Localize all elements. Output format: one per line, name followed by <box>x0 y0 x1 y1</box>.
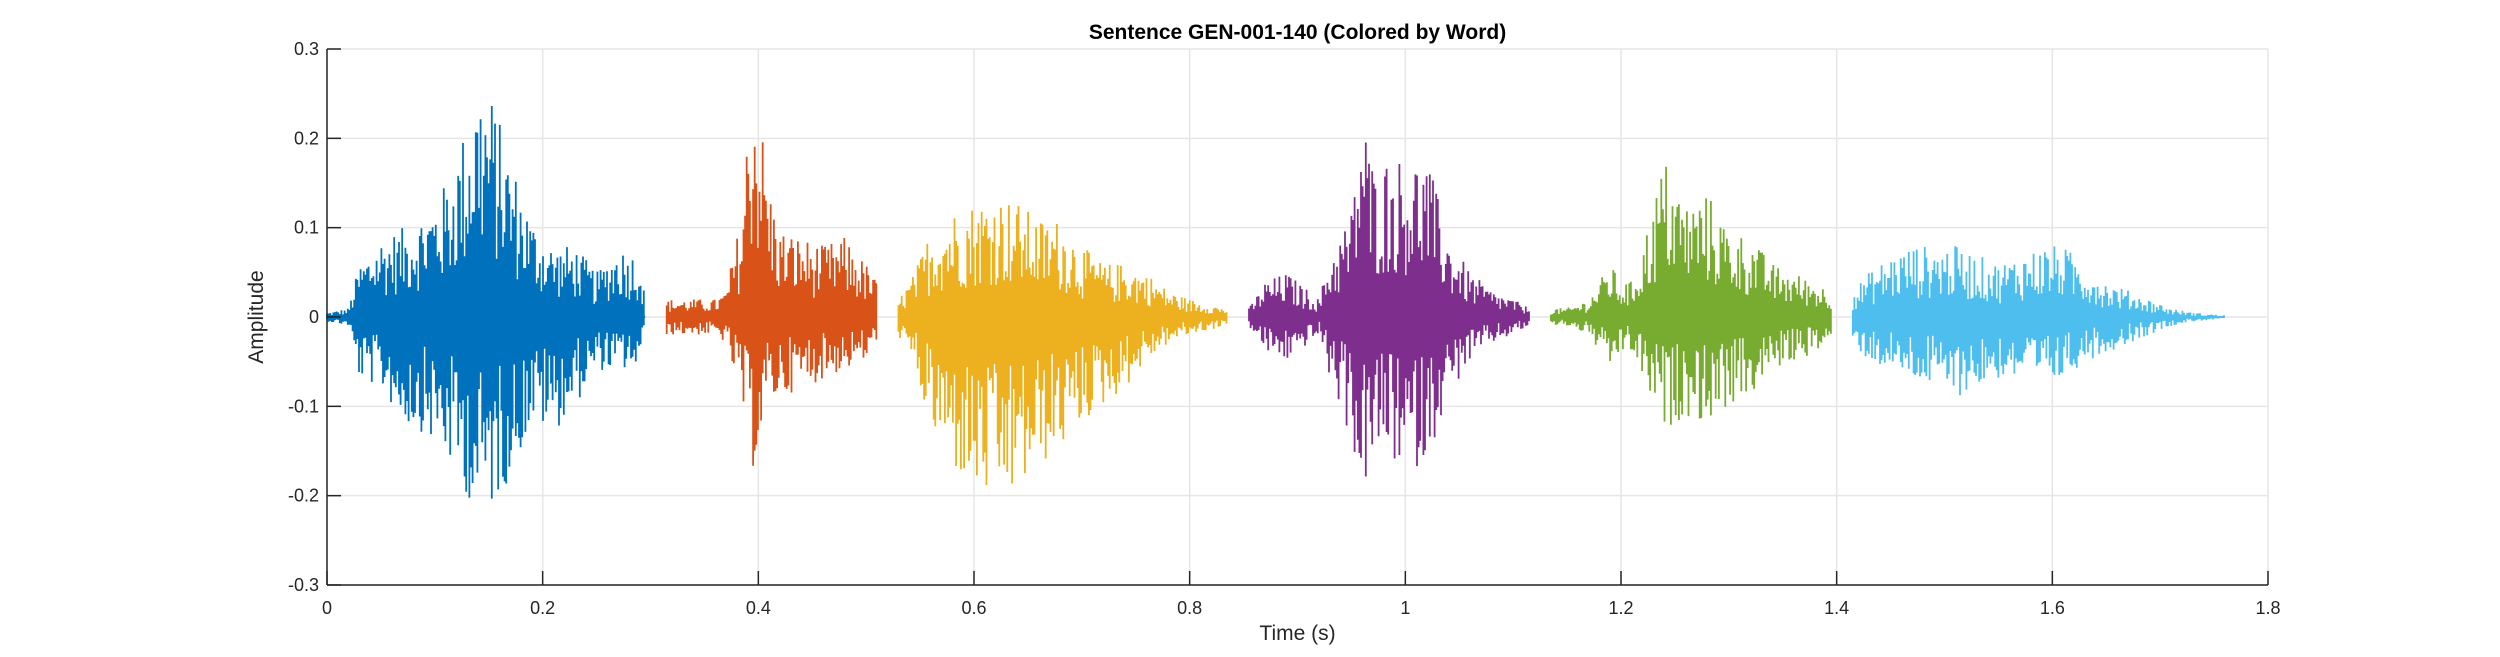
y-tick-label: 0.1 <box>294 218 319 238</box>
y-tick-label: -0.3 <box>288 575 319 595</box>
waveform-series <box>326 106 2225 499</box>
x-tick-label: 1.6 <box>2040 598 2065 618</box>
chart-title: Sentence GEN-001-140 (Colored by Word) <box>1089 21 1506 44</box>
waveform-trace <box>897 205 1228 485</box>
x-tick-label: 0.8 <box>1177 598 1202 618</box>
x-tick-label: 1.2 <box>1608 598 1633 618</box>
x-tick-label: 0.4 <box>746 598 771 618</box>
axes <box>326 48 2269 586</box>
x-axis-label: Time (s) <box>1259 622 1335 645</box>
y-tick-label: -0.1 <box>288 396 319 416</box>
waveform-trace <box>1851 246 2225 396</box>
x-tick-label: 1.4 <box>1824 598 1849 618</box>
waveform-trace <box>1550 166 1832 425</box>
x-tick-label: 0.2 <box>530 598 555 618</box>
y-tick-label: 0 <box>309 307 319 327</box>
y-tick-label: -0.2 <box>288 486 319 506</box>
waveform-trace <box>665 142 878 466</box>
word-segment-5 <box>1550 166 1832 425</box>
y-tick-label: 0.3 <box>294 39 319 59</box>
tick-labels: 0 0.2 0.4 0.6 0.8 1 1.2 1.4 1.6 1.8 -0.3 -0.2 -0.1 0 0… <box>288 39 2281 618</box>
word-segment-3 <box>897 205 1228 485</box>
word-segment-2 <box>665 142 878 466</box>
x-tick-label: 1 <box>1400 598 1410 618</box>
x-tick-label: 0.6 <box>961 598 986 618</box>
x-tick-label: 0 <box>322 598 332 618</box>
waveform-trace <box>1248 142 1530 477</box>
word-segment-4 <box>1248 142 1530 477</box>
y-tick-label: 0.2 <box>294 128 319 148</box>
word-segment-6 <box>1851 246 2225 396</box>
y-axis-label: Amplitude <box>245 270 268 363</box>
x-tick-label: 1.8 <box>2255 598 2280 618</box>
